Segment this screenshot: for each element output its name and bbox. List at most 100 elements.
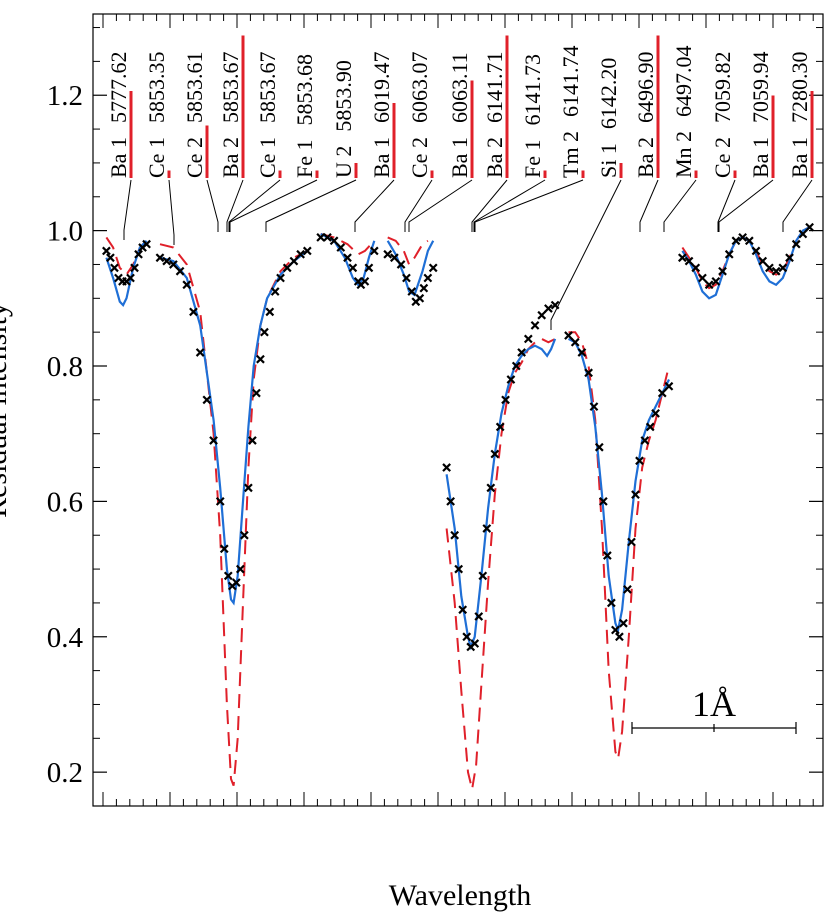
observed-point [598,497,608,506]
line-wavelength: 5853.67 [218,52,243,124]
observed-point [402,273,411,283]
observed-point-stroke-b [718,266,727,276]
observed-point-stroke-b [168,260,178,269]
observed-point [640,436,650,445]
model-b-series-segment-1 [159,250,308,606]
observed-point [589,402,599,411]
observed-point-stroke-b [805,222,814,232]
observed-point-stroke-b [724,249,734,259]
observed-point-stroke-b [631,490,640,499]
observed-point [704,280,714,290]
observed-point [134,249,143,259]
observed-point [343,253,352,263]
line-wavelength: 5853.67 [255,52,280,124]
observed-point-stroke-b [142,239,151,249]
line-wavelength: 6141.73 [520,54,545,126]
observed-point [474,612,484,621]
observed-point-stroke-b [419,283,429,293]
line-label: Ba 1 6063.11 [408,52,474,232]
observed-point [189,307,198,317]
observed-point-stroke-b [785,253,794,263]
observed-point [142,239,151,249]
observed-point-stroke-b [606,598,616,608]
observed-point [506,375,516,384]
observed-point [265,307,275,317]
observed-point-stroke-b [114,273,123,283]
observed-point [615,632,624,642]
observed-point [511,361,521,371]
observed-point [544,304,553,313]
observed-point [296,249,305,259]
line-wavelength: 5777.62 [106,52,131,124]
observed-point [407,287,417,296]
line-label-text: Ba 2 6141.71 [482,52,507,178]
observed-point-stroke-b [602,551,612,560]
observed-point [289,256,299,266]
observed-point-stroke-b [744,236,754,246]
observed-point-stroke-b [329,236,339,246]
observed-point-stroke-b [336,243,346,252]
observed-point-stroke-b [446,497,456,506]
observed-point [231,578,241,587]
observed-point [470,639,480,648]
line-label: Ba 1 5777.62 [106,52,133,240]
observed-point-stroke-b [530,321,540,330]
line-element: Ce 2 [182,137,207,178]
line-wavelength: 6063.07 [407,52,432,124]
line-label-text: Si 1 6142.20 [596,58,621,178]
observed-point [215,497,225,506]
line-label-text: Ce 2 6063.07 [407,52,432,178]
observed-point-stroke-b [248,436,257,445]
observed-point [256,354,265,364]
observed-point-stroke-b [102,246,111,256]
observed-point-stroke-b [684,256,694,266]
line-wavelength: 6019.47 [369,52,394,124]
observed-point-stroke-b [289,256,299,266]
line-connector [718,179,774,232]
line-label-text: Ba 2 6496.90 [633,52,658,178]
observed-point-stroke-b [155,253,165,263]
observed-point [195,348,205,357]
line-label: Fe 1 5853.68 [229,54,319,232]
observed-point [348,263,358,273]
observed-point [462,632,472,642]
line-element: Ba 1 [447,137,472,178]
observed-point-stroke-b [523,334,533,344]
observed-point-stroke-b [175,266,185,276]
observed-point [126,273,135,283]
y-axis-label: Residual intensity [0,302,13,518]
observed-point [619,618,628,628]
line-label-text: Ce 2 7059.82 [710,52,735,178]
line-wavelength: 5853.90 [331,60,356,132]
line-label-text: Ba 2 5853.67 [218,52,243,178]
line-wavelength: 7059.94 [748,52,773,124]
observed-point-stroke-b [495,422,505,432]
observed-point-stroke-b [645,422,655,432]
line-label: Ba 2 6496.90 [633,35,660,232]
observed-point-stroke-b [517,348,527,357]
observed-point [243,483,253,493]
line-element: Ce 2 [710,137,735,178]
line-element: Tm 2 [558,131,583,178]
line-element: Ba 1 [369,137,394,178]
observed-point [805,222,814,232]
observed-point [718,266,727,276]
observed-point [657,388,667,398]
observed-point-stroke-b [215,497,225,506]
y-axis: 0.2 0.4 0.6 0.8 1.0 1.2 [47,27,823,807]
line-connector [471,179,508,232]
observed-point [130,263,139,273]
model-b-series-segment-3 [386,240,435,297]
observed-point [684,256,694,266]
observed-point-stroke-b [130,263,139,273]
line-label-text: Ce 1 5853.35 [144,52,169,178]
line-wavelength: 5853.68 [292,54,317,126]
line-element: Ce 1 [255,137,280,178]
observed-point [423,273,433,283]
line-label: Ce 2 6063.07 [404,52,434,232]
observed-point [389,253,399,263]
observed-point-stroke-b [570,337,580,347]
observed-point-stroke-b [407,287,417,296]
line-label: Ce 2 7059.82 [710,52,737,232]
observed-point-stroke-b [454,564,464,574]
